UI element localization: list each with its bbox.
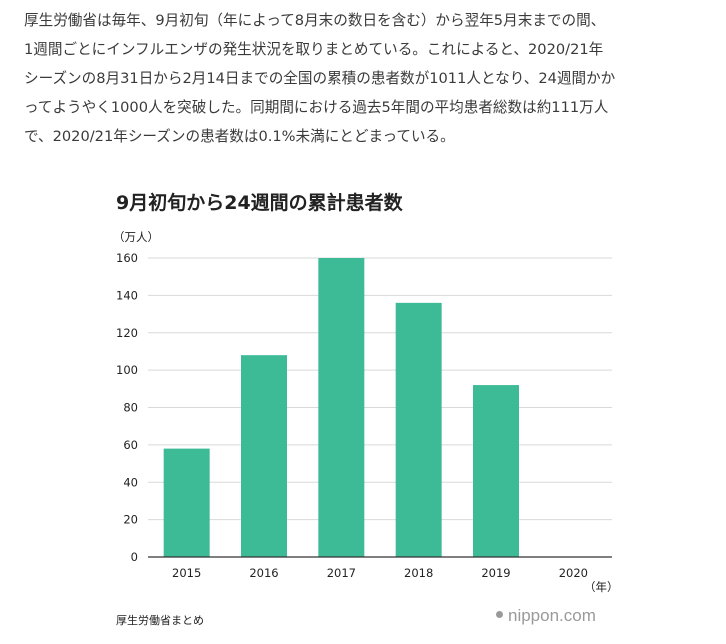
bar-2018	[395, 302, 442, 557]
brand-logo: nippon.com	[496, 606, 596, 626]
y-tick-label: 20	[123, 513, 138, 527]
brand-dot-icon	[496, 611, 503, 619]
bar-2017	[318, 258, 365, 557]
chart-title: 9月初旬から24週間の累計患者数	[116, 192, 403, 214]
bar-2016	[241, 355, 287, 557]
x-tick-label: 2018	[404, 566, 433, 580]
x-tick-label: 2017	[327, 566, 356, 580]
article-paragraph: 厚生労働省は毎年、9月初旬（年によって8月末の数日を含む）から翌年5月末までの間…	[24, 12, 616, 145]
x-tick-label: 2016	[249, 566, 278, 580]
bar-2019	[473, 385, 519, 557]
y-tick-label: 160	[116, 251, 138, 265]
bar-2015	[163, 448, 210, 557]
bars	[163, 258, 597, 557]
x-tick-label: 2020	[559, 566, 588, 580]
brand-text: nippon.com	[508, 606, 596, 625]
grid-lines	[148, 257, 612, 521]
y-tick-label: 40	[123, 475, 138, 489]
y-tick-label: 0	[131, 550, 138, 564]
axes: 0 20 40 60 80 100 120 140 160 2015 2016 2017 2018 201…	[116, 251, 612, 580]
y-tick-label: 60	[123, 438, 138, 452]
x-tick-label: 2015	[172, 566, 201, 580]
y-tick-label: 80	[123, 401, 138, 415]
x-axis-unit-label: （年）	[584, 580, 619, 594]
y-tick-label: 120	[116, 326, 138, 340]
x-tick-label: 2019	[481, 566, 510, 580]
y-axis-unit-label: （万人）	[113, 230, 159, 244]
y-tick-label: 100	[116, 363, 138, 377]
source-note: 厚生労働省まとめ	[116, 614, 204, 627]
y-tick-label: 140	[116, 288, 138, 302]
